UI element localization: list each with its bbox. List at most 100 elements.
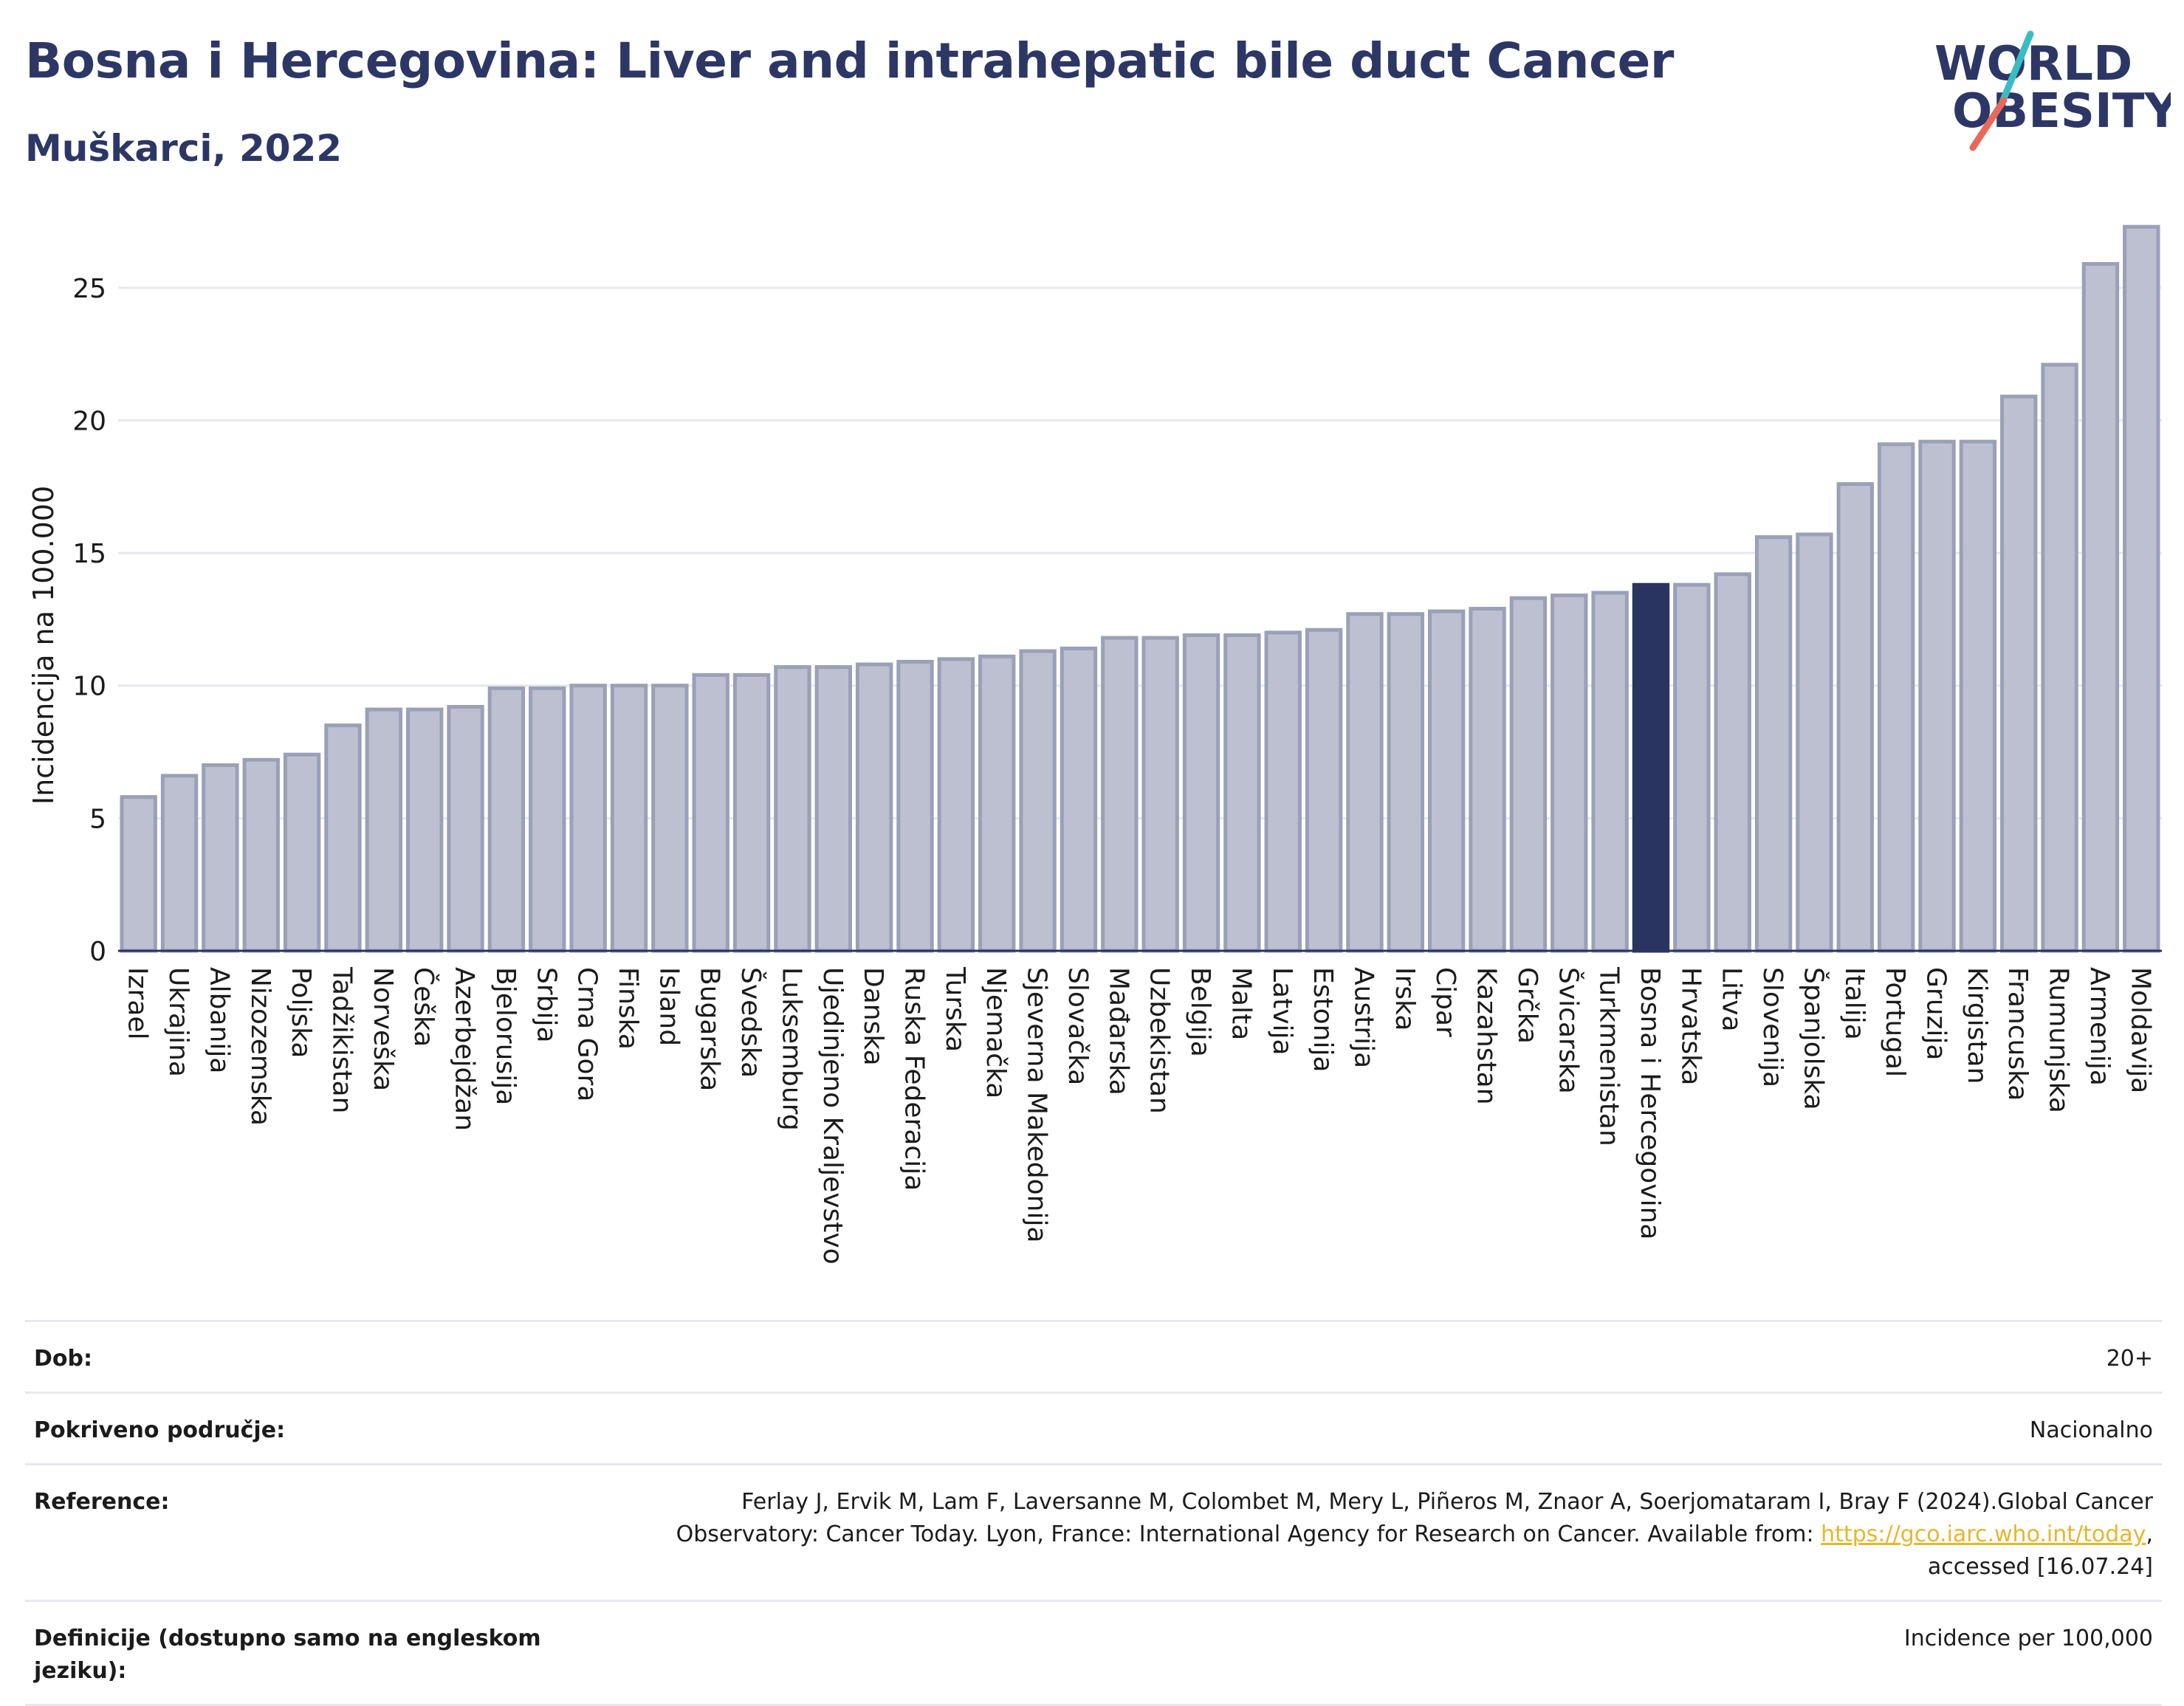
info-label: Reference: — [34, 1489, 170, 1515]
x-tick-label: Bosna i Hercegovina — [1635, 967, 1665, 1239]
x-tick-label: Slovačka — [1062, 967, 1093, 1085]
y-tick-label: 20 — [72, 406, 106, 436]
bar-slovenija — [1754, 535, 1793, 953]
x-tick-label: Ruska Federacija — [899, 967, 930, 1191]
bar-chart: 0 5 10 15 20 25 Izrael Ukrajina Albanija Nizozem… — [27, 224, 2162, 1265]
bar-izrael — [120, 795, 157, 953]
x-tick-label: Portugal — [1880, 967, 1910, 1077]
x-tick-label: Latvija — [1267, 967, 1297, 1056]
x-tick-label: Izrael — [123, 967, 153, 1040]
bar-ukrajina — [160, 774, 199, 953]
x-tick-label: Gruzija — [1921, 967, 1951, 1060]
x-tick-label: Armenija — [2084, 967, 2115, 1086]
x-tick-label: Azerbejdžan — [450, 967, 480, 1131]
bar-turkmenistan — [1591, 591, 1629, 953]
x-tick-label: Malta — [1226, 967, 1256, 1040]
bar-švedska — [732, 673, 771, 953]
bar-estonija — [1305, 627, 1343, 953]
x-tick-label: Luksemburg — [776, 967, 806, 1131]
x-tick-label: Finska — [613, 967, 643, 1050]
bar-grčka — [1509, 596, 1548, 953]
info-row-reference: Reference: Ferlay J, Ervik M, Lam F, Lav… — [25, 1463, 2162, 1600]
info-row-coverage: Pokriveno područje: Nacionalno — [25, 1392, 2162, 1463]
x-tick-label: Bjelorusija — [490, 967, 521, 1105]
bars — [120, 224, 2160, 953]
x-tick-label: Tadžikistan — [326, 966, 357, 1113]
y-tick-label: 25 — [72, 274, 106, 304]
logo-slash-coral-icon — [1969, 97, 2008, 151]
y-tick-label: 15 — [72, 539, 106, 569]
bar-sjeverna-makedonija — [1019, 649, 1057, 953]
bar-kirgistan — [1959, 439, 1997, 953]
x-tick-label: Grčka — [1512, 967, 1542, 1044]
bar-irska — [1387, 612, 1425, 953]
bar-poljska — [283, 752, 321, 953]
bar-nizozemska — [242, 757, 280, 953]
bar-gruzija — [1918, 439, 1956, 953]
bar-srbija — [529, 686, 566, 953]
x-tick-label: Cipar — [1430, 967, 1460, 1037]
x-tick-label: Estonija — [1308, 967, 1338, 1073]
bar-španjolska — [1796, 532, 1833, 953]
x-tick-label: Danska — [858, 967, 888, 1066]
bar-moldavija — [2123, 224, 2160, 953]
bar-uzbekistan — [1141, 636, 1179, 953]
bar-belgija — [1182, 633, 1220, 953]
x-tick-label: Rumunjska — [2044, 967, 2074, 1113]
bar-tadžikistan — [324, 723, 362, 953]
bar-hrvatska — [1673, 582, 1711, 953]
x-tick-label: Sjeverna Makedonija — [1022, 967, 1052, 1243]
y-axis-ticks: 0 5 10 15 20 25 — [72, 274, 106, 967]
bar-cipar — [1428, 609, 1466, 953]
bar-švicarska — [1551, 594, 1588, 953]
reference-text: Ferlay J, Ervik M, Lam F, Laversanne M, … — [676, 1489, 2153, 1547]
bar-češka — [406, 707, 444, 953]
bar-azerbejdžan — [447, 704, 484, 953]
bar-ujedinjeno-kraljevstvo — [814, 665, 852, 953]
info-value: Incidence per 100,000 — [1903, 1626, 2153, 1651]
bar-finska — [610, 684, 648, 953]
bar-litva — [1714, 572, 1751, 953]
x-tick-label: Španjolska — [1798, 967, 1829, 1110]
bar-mađarska — [1101, 636, 1139, 953]
info-value: Nacionalno — [2029, 1417, 2153, 1443]
x-tick-label: Italija — [1839, 967, 1869, 1040]
bar-malta — [1223, 633, 1261, 953]
x-tick-label: Slovenija — [1757, 967, 1788, 1087]
x-tick-label: Albanija — [204, 967, 234, 1073]
x-tick-label: Nizozemska — [245, 967, 275, 1126]
reference-link[interactable]: https://gco.iarc.who.int/today — [1821, 1521, 2146, 1547]
x-tick-label: Austrija — [1348, 967, 1378, 1068]
y-tick-label: 0 — [89, 937, 106, 967]
bar-njemačka — [978, 654, 1016, 953]
info-label: Definicije (dostupno samo na engleskom j… — [34, 1626, 541, 1684]
x-tick-label: Kirgistan — [1962, 967, 1992, 1084]
x-tick-label: Bugarska — [695, 967, 725, 1091]
bar-latvija — [1264, 630, 1302, 953]
logo-text-world: WORLD — [1934, 37, 2132, 92]
x-tick-label: Poljska — [286, 967, 316, 1059]
bar-armenija — [2081, 261, 2120, 953]
world-obesity-logo: WORLD OBESITY — [1934, 30, 2171, 151]
bar-francuska — [2000, 394, 2038, 953]
chart-title: Bosna i Hercegovina: Liver and intrahepa… — [25, 32, 1674, 89]
x-tick-label: Švicarska — [1553, 967, 1584, 1094]
bar-ruska-federacija — [896, 659, 934, 953]
bar-crna-gora — [569, 684, 607, 953]
x-tick-label: Turkmenistan — [1594, 966, 1624, 1146]
x-tick-label: Belgija — [1185, 967, 1215, 1057]
x-tick-label: Uzbekistan — [1144, 967, 1175, 1114]
x-tick-label: Norveška — [368, 967, 398, 1091]
y-axis-label: Incidencija na 100.000 — [27, 486, 60, 805]
x-tick-label: Hrvatska — [1675, 967, 1706, 1085]
y-tick-label: 5 — [89, 804, 106, 834]
bar-austrija — [1346, 612, 1384, 953]
info-row-definitions: Definicije (dostupno samo na engleskom j… — [25, 1600, 2162, 1706]
bar-norveška — [365, 707, 403, 953]
x-tick-label: Francuska — [2002, 967, 2033, 1101]
info-label: Dob: — [34, 1346, 92, 1372]
info-table: Dob: 20+ Pokriveno područje: Nacionalno … — [25, 1320, 2162, 1706]
info-row-age: Dob: 20+ — [25, 1320, 2162, 1392]
bar-albanija — [202, 763, 239, 953]
x-tick-label: Crna Gora — [572, 967, 602, 1101]
